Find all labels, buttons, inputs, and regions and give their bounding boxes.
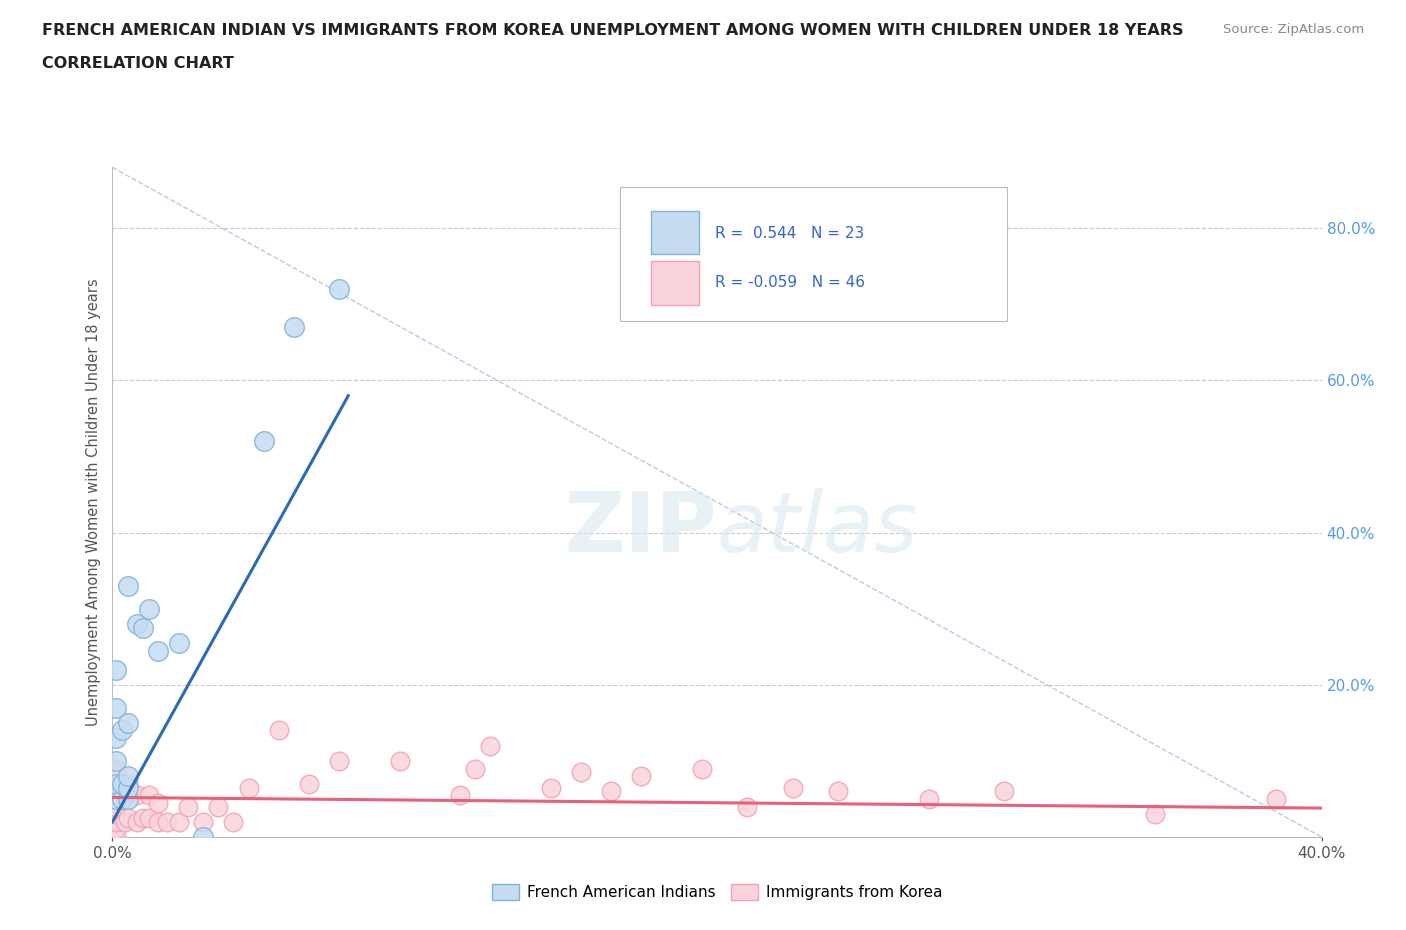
Point	[993, 784, 1015, 799]
Point	[191, 830, 214, 844]
Point	[207, 799, 229, 814]
Point	[104, 777, 127, 791]
Point	[125, 788, 148, 803]
Point	[267, 723, 290, 737]
Point	[117, 811, 139, 826]
Point	[117, 780, 139, 795]
Point	[283, 320, 305, 335]
Text: R =  0.544   N = 23: R = 0.544 N = 23	[714, 225, 863, 241]
Point	[156, 815, 179, 830]
Point	[117, 777, 139, 791]
Point	[104, 780, 127, 795]
Text: CORRELATION CHART: CORRELATION CHART	[42, 56, 233, 71]
Point	[690, 761, 713, 776]
Point	[1265, 791, 1288, 806]
Point	[104, 731, 127, 746]
Point	[110, 777, 132, 791]
Point	[110, 723, 132, 737]
Point	[138, 811, 160, 826]
Text: FRENCH AMERICAN INDIAN VS IMMIGRANTS FROM KOREA UNEMPLOYMENT AMONG WOMEN WITH CH: FRENCH AMERICAN INDIAN VS IMMIGRANTS FRO…	[42, 23, 1184, 38]
Text: ZIP: ZIP	[565, 488, 717, 569]
Point	[125, 815, 148, 830]
Point	[388, 753, 411, 768]
Point	[104, 761, 127, 776]
Point	[630, 769, 652, 784]
Point	[222, 815, 245, 830]
Point	[117, 791, 139, 806]
Point	[104, 806, 127, 821]
Point	[104, 791, 127, 806]
Point	[114, 788, 136, 803]
Point	[146, 644, 169, 658]
Point	[117, 578, 139, 593]
Point	[253, 434, 276, 449]
Point	[104, 662, 127, 677]
Point	[540, 780, 562, 795]
Point	[104, 700, 127, 715]
Point	[104, 822, 127, 837]
Point	[918, 791, 941, 806]
Point	[132, 620, 155, 635]
Point	[114, 815, 136, 830]
Y-axis label: Unemployment Among Women with Children Under 18 years: Unemployment Among Women with Children U…	[86, 278, 101, 726]
Point	[328, 753, 350, 768]
Point	[104, 788, 127, 803]
Point	[737, 799, 759, 814]
Point	[1144, 806, 1167, 821]
Point	[449, 788, 471, 803]
Text: Source: ZipAtlas.com: Source: ZipAtlas.com	[1223, 23, 1364, 36]
Point	[104, 753, 127, 768]
Point	[167, 635, 190, 650]
Point	[104, 830, 127, 844]
Point	[827, 784, 849, 799]
Point	[117, 769, 139, 784]
Point	[238, 780, 260, 795]
FancyBboxPatch shape	[651, 261, 699, 305]
Point	[104, 815, 127, 830]
Point	[125, 617, 148, 631]
Point	[600, 784, 623, 799]
Point	[104, 773, 127, 788]
Point	[117, 715, 139, 730]
Point	[191, 815, 214, 830]
FancyBboxPatch shape	[651, 211, 699, 255]
Point	[177, 799, 200, 814]
Point	[167, 815, 190, 830]
Text: R = -0.059   N = 46: R = -0.059 N = 46	[714, 275, 865, 290]
Point	[132, 811, 155, 826]
Text: atlas: atlas	[717, 488, 918, 569]
Point	[479, 738, 502, 753]
Point	[138, 602, 160, 617]
Point	[464, 761, 486, 776]
Point	[104, 799, 127, 814]
FancyBboxPatch shape	[620, 188, 1007, 322]
Point	[328, 282, 350, 297]
Legend: French American Indians, Immigrants from Korea: French American Indians, Immigrants from…	[485, 878, 949, 907]
Point	[146, 815, 169, 830]
Point	[110, 791, 132, 806]
Point	[569, 764, 592, 779]
Point	[298, 777, 321, 791]
Point	[782, 780, 804, 795]
Point	[146, 795, 169, 810]
Point	[138, 788, 160, 803]
